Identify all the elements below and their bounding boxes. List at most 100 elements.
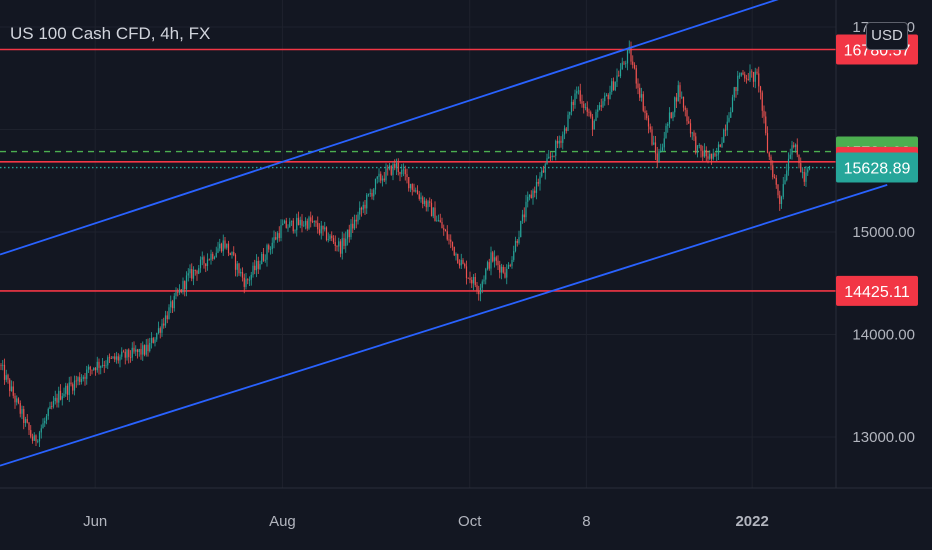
candle-body (583, 103, 585, 108)
channel-line-lower[interactable] (0, 183, 888, 467)
candle-body (273, 237, 275, 243)
candle-body (520, 220, 522, 238)
candle-body (425, 200, 427, 208)
candle-body (635, 68, 637, 84)
candle-body (362, 204, 364, 210)
candle-body (327, 238, 329, 240)
candle-body (37, 441, 39, 443)
candle-body (224, 240, 226, 248)
candle-body (702, 150, 704, 157)
currency-button[interactable]: USD (866, 22, 908, 50)
candle-body (145, 344, 147, 355)
candle-body (129, 356, 132, 358)
candle-body (450, 239, 452, 242)
candle-body (633, 64, 636, 69)
time-tick-label: Aug (269, 513, 296, 530)
candle-body (411, 184, 413, 190)
candle-body (775, 177, 777, 185)
candle-body (448, 239, 450, 241)
candle-body (47, 408, 49, 417)
candle-body (546, 158, 548, 165)
candle-body (86, 369, 88, 379)
candle-body (208, 259, 210, 261)
candle-body (616, 75, 618, 82)
horizontal-levels[interactable] (0, 48, 836, 292)
candle-body (110, 357, 112, 359)
candle-body (696, 145, 699, 153)
candle-body (135, 349, 137, 352)
candle-body (766, 133, 769, 153)
candle-body (156, 333, 158, 340)
candle-body (352, 223, 354, 229)
candle-body (745, 78, 748, 80)
trend-channel[interactable] (0, 0, 888, 467)
candle-body (733, 87, 735, 98)
candle-body (283, 220, 286, 224)
channel-line-upper[interactable] (0, 0, 887, 256)
candle-body (136, 349, 139, 352)
candle-body (313, 221, 315, 223)
candle-body (84, 376, 86, 379)
candle-body (598, 105, 601, 110)
candle-body (213, 257, 216, 259)
candle-body (639, 87, 641, 98)
candle-body (742, 72, 744, 75)
candle-body (481, 281, 483, 288)
candle-body (646, 112, 648, 119)
candle-body (464, 263, 466, 267)
candle-body (625, 63, 627, 65)
candle-body (738, 75, 741, 77)
candle-body (451, 241, 454, 247)
candle-body (105, 365, 107, 367)
candle-body (462, 259, 464, 264)
candle-body (780, 196, 783, 205)
candle-body (663, 138, 665, 148)
candle-body (604, 95, 606, 102)
candle-body (212, 253, 214, 259)
candle-body (621, 62, 623, 70)
candle-body (262, 253, 265, 261)
candle-body (376, 176, 378, 179)
candle-body (5, 375, 7, 380)
candle-body (548, 156, 550, 159)
candle-body (82, 376, 84, 380)
candle-body (660, 150, 662, 152)
candle-body (553, 155, 555, 157)
candle-body (521, 214, 524, 221)
candle-body (642, 94, 644, 111)
candle-body (163, 323, 165, 326)
candle-body (558, 140, 560, 144)
candle-body (54, 397, 56, 402)
candle-body (339, 241, 342, 254)
candle-body (126, 349, 128, 358)
candle-body (304, 220, 307, 226)
candle-body (640, 94, 643, 98)
candle-body (432, 207, 434, 217)
candle-body (784, 180, 786, 185)
candle-body (724, 129, 727, 131)
candle-body (658, 151, 660, 163)
candle-body (58, 390, 60, 403)
candle-body (285, 220, 287, 228)
candle-body (220, 243, 223, 252)
price-tick-label: 13000.00 (852, 429, 915, 446)
candle-body (194, 269, 196, 271)
candle-body (65, 385, 67, 394)
candle-body (698, 145, 700, 146)
time-axis[interactable]: Jun Aug Oct 8 2022 (83, 513, 769, 530)
candle-body (556, 140, 559, 144)
candle-body (175, 292, 177, 296)
candle-body (710, 153, 713, 159)
candle-body (588, 111, 590, 113)
candle-body (593, 120, 595, 130)
candle-body (101, 365, 104, 367)
candle-body (341, 238, 343, 254)
candle-body (796, 144, 798, 155)
candle-body (245, 279, 247, 287)
candle-body (586, 107, 588, 112)
candle-body (16, 398, 18, 403)
candle-body (499, 265, 501, 273)
candle-body (581, 101, 583, 104)
candle-body (26, 419, 28, 423)
